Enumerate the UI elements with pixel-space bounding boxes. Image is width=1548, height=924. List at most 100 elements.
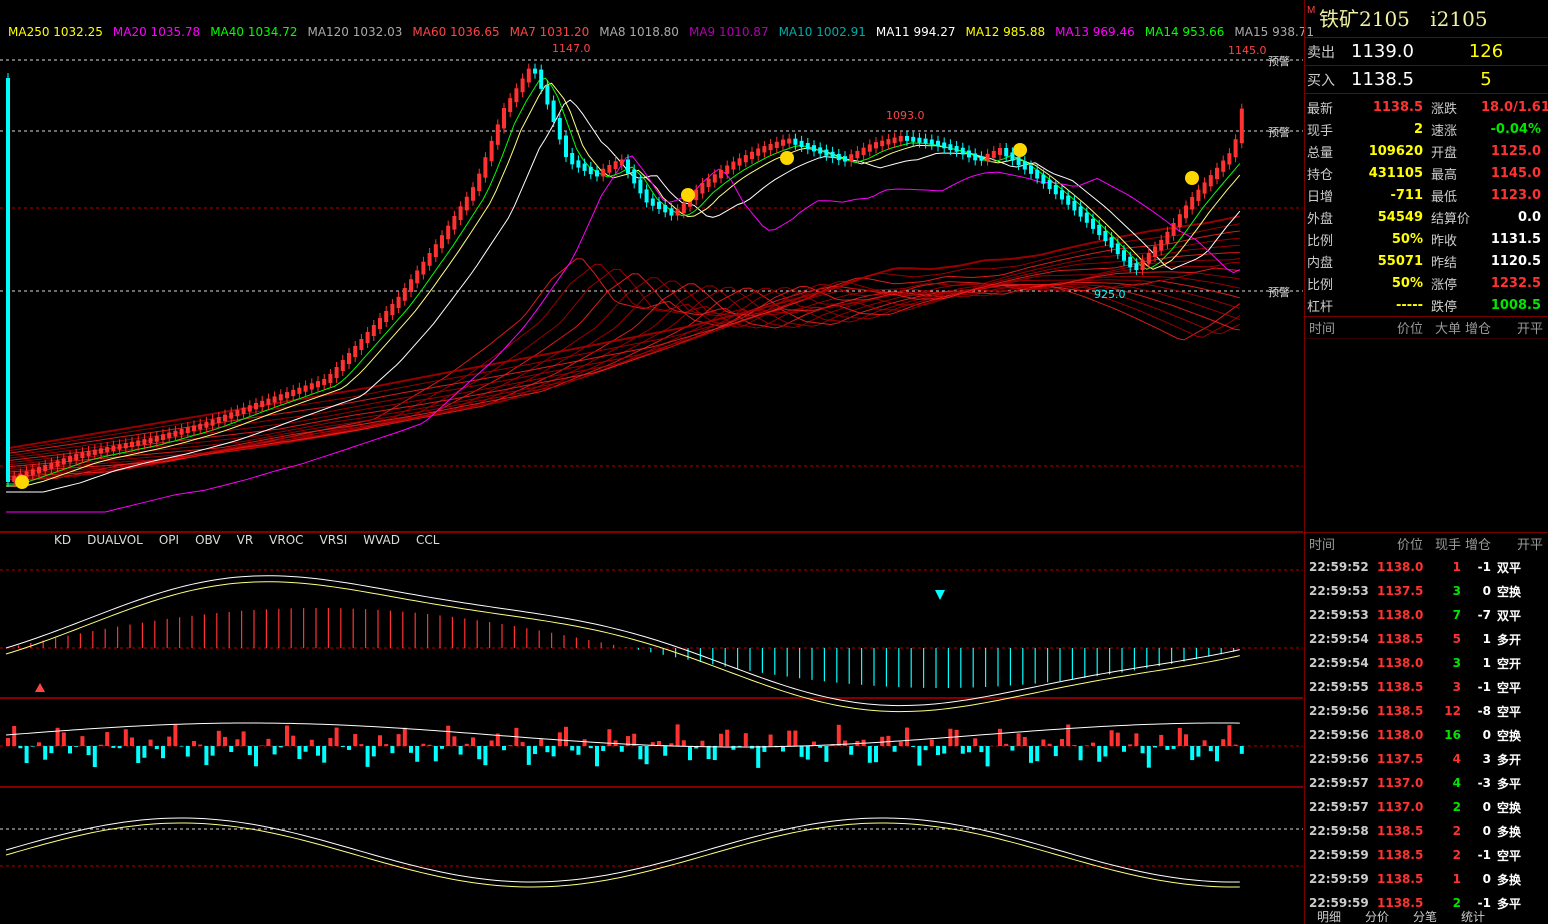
column-header[interactable]: 时间 <box>1309 322 1336 337</box>
candle-body <box>1128 256 1133 268</box>
indicator-tab-kd[interactable]: KD <box>54 533 72 547</box>
candle-body <box>365 332 370 343</box>
detail-tab[interactable]: 分笔 <box>1413 910 1438 924</box>
column-header[interactable]: 价位 <box>1396 538 1423 553</box>
candle-body <box>1208 175 1213 187</box>
vol-bar <box>1066 724 1071 746</box>
vol-bar <box>1091 742 1095 746</box>
tick-row[interactable]: 22:59:56 1138.5 12 -8 空平 <box>1305 699 1548 723</box>
candle-body <box>185 427 190 433</box>
tick-price: 1138.0 <box>1377 560 1424 574</box>
indicator-tab-opi[interactable]: OPI <box>158 533 180 547</box>
candle-body <box>638 179 643 194</box>
candle-body <box>520 78 525 93</box>
tick-row[interactable]: 22:59:59 1138.5 2 -1 空平 <box>1305 843 1548 867</box>
indicator-tab-dualvol[interactable]: DUALVOL <box>87 533 143 547</box>
alert-label-2[interactable]: 预警 <box>1268 126 1290 139</box>
column-header[interactable]: 价位 <box>1396 322 1423 337</box>
vol-bar <box>768 734 773 746</box>
tick-volume: 12 <box>1444 704 1461 718</box>
ask-row[interactable]: 卖出 1139.0 126 <box>1305 38 1548 66</box>
tick-row[interactable]: 22:59:53 1137.5 3 0 空换 <box>1305 579 1548 603</box>
vol-bar <box>86 746 91 756</box>
vol-bar <box>694 746 699 749</box>
osc-line <box>5 817 1240 883</box>
tick-row[interactable]: 22:59:59 1138.5 2 -1 多平 <box>1305 891 1548 915</box>
candle-body <box>161 434 165 440</box>
column-header[interactable]: 大单 <box>1434 322 1461 337</box>
vol-bar <box>409 746 413 753</box>
tick-volume: 5 <box>1452 632 1461 646</box>
stat-label: 杠杆 <box>1307 299 1334 315</box>
vol-bar <box>911 746 916 747</box>
candle-body <box>762 146 767 153</box>
vol-bar <box>1115 732 1120 746</box>
candle-body <box>601 168 606 177</box>
detail-tab[interactable]: 明细 <box>1317 910 1342 924</box>
tick-row[interactable]: 22:59:54 1138.5 5 1 多开 <box>1305 627 1548 651</box>
vol-bar <box>1047 743 1052 746</box>
stat-label: 日增 <box>1307 189 1334 205</box>
ma-legend-item: MA11 994.27 <box>875 25 956 39</box>
tick-row[interactable]: 22:59:59 1138.5 1 0 多换 <box>1305 867 1548 891</box>
tick-row[interactable]: 22:59:57 1137.0 4 -3 多平 <box>1305 771 1548 795</box>
column-header[interactable]: 现手 <box>1434 538 1461 553</box>
column-header[interactable]: 开平 <box>1516 538 1543 553</box>
column-header[interactable]: 增仓 <box>1464 322 1491 337</box>
tick-row[interactable]: 22:59:54 1138.0 3 1 空开 <box>1305 651 1548 675</box>
tick-volume: 4 <box>1452 752 1461 766</box>
detail-tab[interactable]: 统计 <box>1461 910 1486 924</box>
candle-body <box>61 458 66 465</box>
indicator-tabs: KD DUALVOL OPI OBV VR VROC VRSI WVAD CCL <box>54 531 455 549</box>
tick-row[interactable]: 22:59:53 1138.0 7 -7 双平 <box>1305 603 1548 627</box>
tick-row[interactable]: 22:59:52 1138.0 1 -1 双平 <box>1305 555 1548 579</box>
tick-row[interactable]: 22:59:55 1138.5 3 -1 空平 <box>1305 675 1548 699</box>
candle-body <box>619 159 624 166</box>
vol-bar <box>1184 734 1188 746</box>
candle-body <box>526 68 531 83</box>
candle-body <box>471 187 475 201</box>
kd-line <box>5 581 1240 713</box>
vol-bar <box>632 733 637 746</box>
detail-tab[interactable]: 分价 <box>1365 910 1390 924</box>
tick-row[interactable]: 22:59:56 1137.5 4 3 多开 <box>1305 747 1548 771</box>
tick-table-header: 时间 价位 现手 增仓 开平 <box>1305 532 1548 554</box>
indicator-tab-wvad[interactable]: WVAD <box>363 533 400 547</box>
bid-row[interactable]: 买入 1138.5 5 <box>1305 66 1548 94</box>
tick-time: 22:59:59 <box>1309 872 1369 886</box>
vol-bar <box>588 746 593 749</box>
vol-bar <box>619 746 624 752</box>
ma-line <box>5 280 1240 475</box>
tick-table[interactable]: 22:59:52 1138.0 1 -1 双平 22:59:53 1137.5 3 0 空换 22:… <box>1305 555 1548 915</box>
column-header[interactable]: 开平 <box>1516 322 1543 337</box>
column-header[interactable]: 增仓 <box>1464 538 1491 553</box>
candle-body <box>731 161 736 170</box>
vol-bar <box>161 746 165 759</box>
vol-bar <box>1060 738 1064 746</box>
ma-line <box>6 82 1241 487</box>
vol-bar <box>898 741 903 746</box>
kline-chart-area[interactable]: MA250 1032.25 MA20 1035.78 MA40 1034.72 MA1… <box>0 0 1314 924</box>
column-header[interactable]: 时间 <box>1309 538 1336 553</box>
kline-chart[interactable] <box>0 0 1303 924</box>
candle-body <box>99 448 103 454</box>
quote-stats: 最新 1138.5 涨跌 18.0/1.61% 现手 2 速涨 -0.04% 总量 109620 开… <box>1305 94 1548 317</box>
tick-row[interactable]: 22:59:56 1138.0 16 0 空换 <box>1305 723 1548 747</box>
indicator-tab-vr[interactable]: VR <box>236 533 254 547</box>
indicator-tab-obv[interactable]: OBV <box>195 533 221 547</box>
alert-label-3[interactable]: 预警 <box>1268 286 1290 299</box>
tick-row[interactable]: 22:59:58 1138.5 2 0 多换 <box>1305 819 1548 843</box>
smiley-icon <box>1013 143 1027 157</box>
candle-body <box>316 381 320 388</box>
tick-row[interactable]: 22:59:57 1137.0 2 0 空换 <box>1305 795 1548 819</box>
vol-bar <box>545 746 550 753</box>
vol-bar <box>650 742 655 746</box>
candle-body <box>712 174 717 183</box>
indicator-tab-vrsi[interactable]: VRSI <box>319 533 348 547</box>
tick-type: 多换 <box>1497 824 1522 839</box>
candle-body <box>198 423 203 430</box>
indicator-tab-ccl[interactable]: CCL <box>416 533 440 547</box>
candle-body <box>402 288 407 301</box>
indicator-tab-vroc[interactable]: VROC <box>269 533 304 547</box>
alert-label-1[interactable]: 预警 <box>1268 55 1290 68</box>
